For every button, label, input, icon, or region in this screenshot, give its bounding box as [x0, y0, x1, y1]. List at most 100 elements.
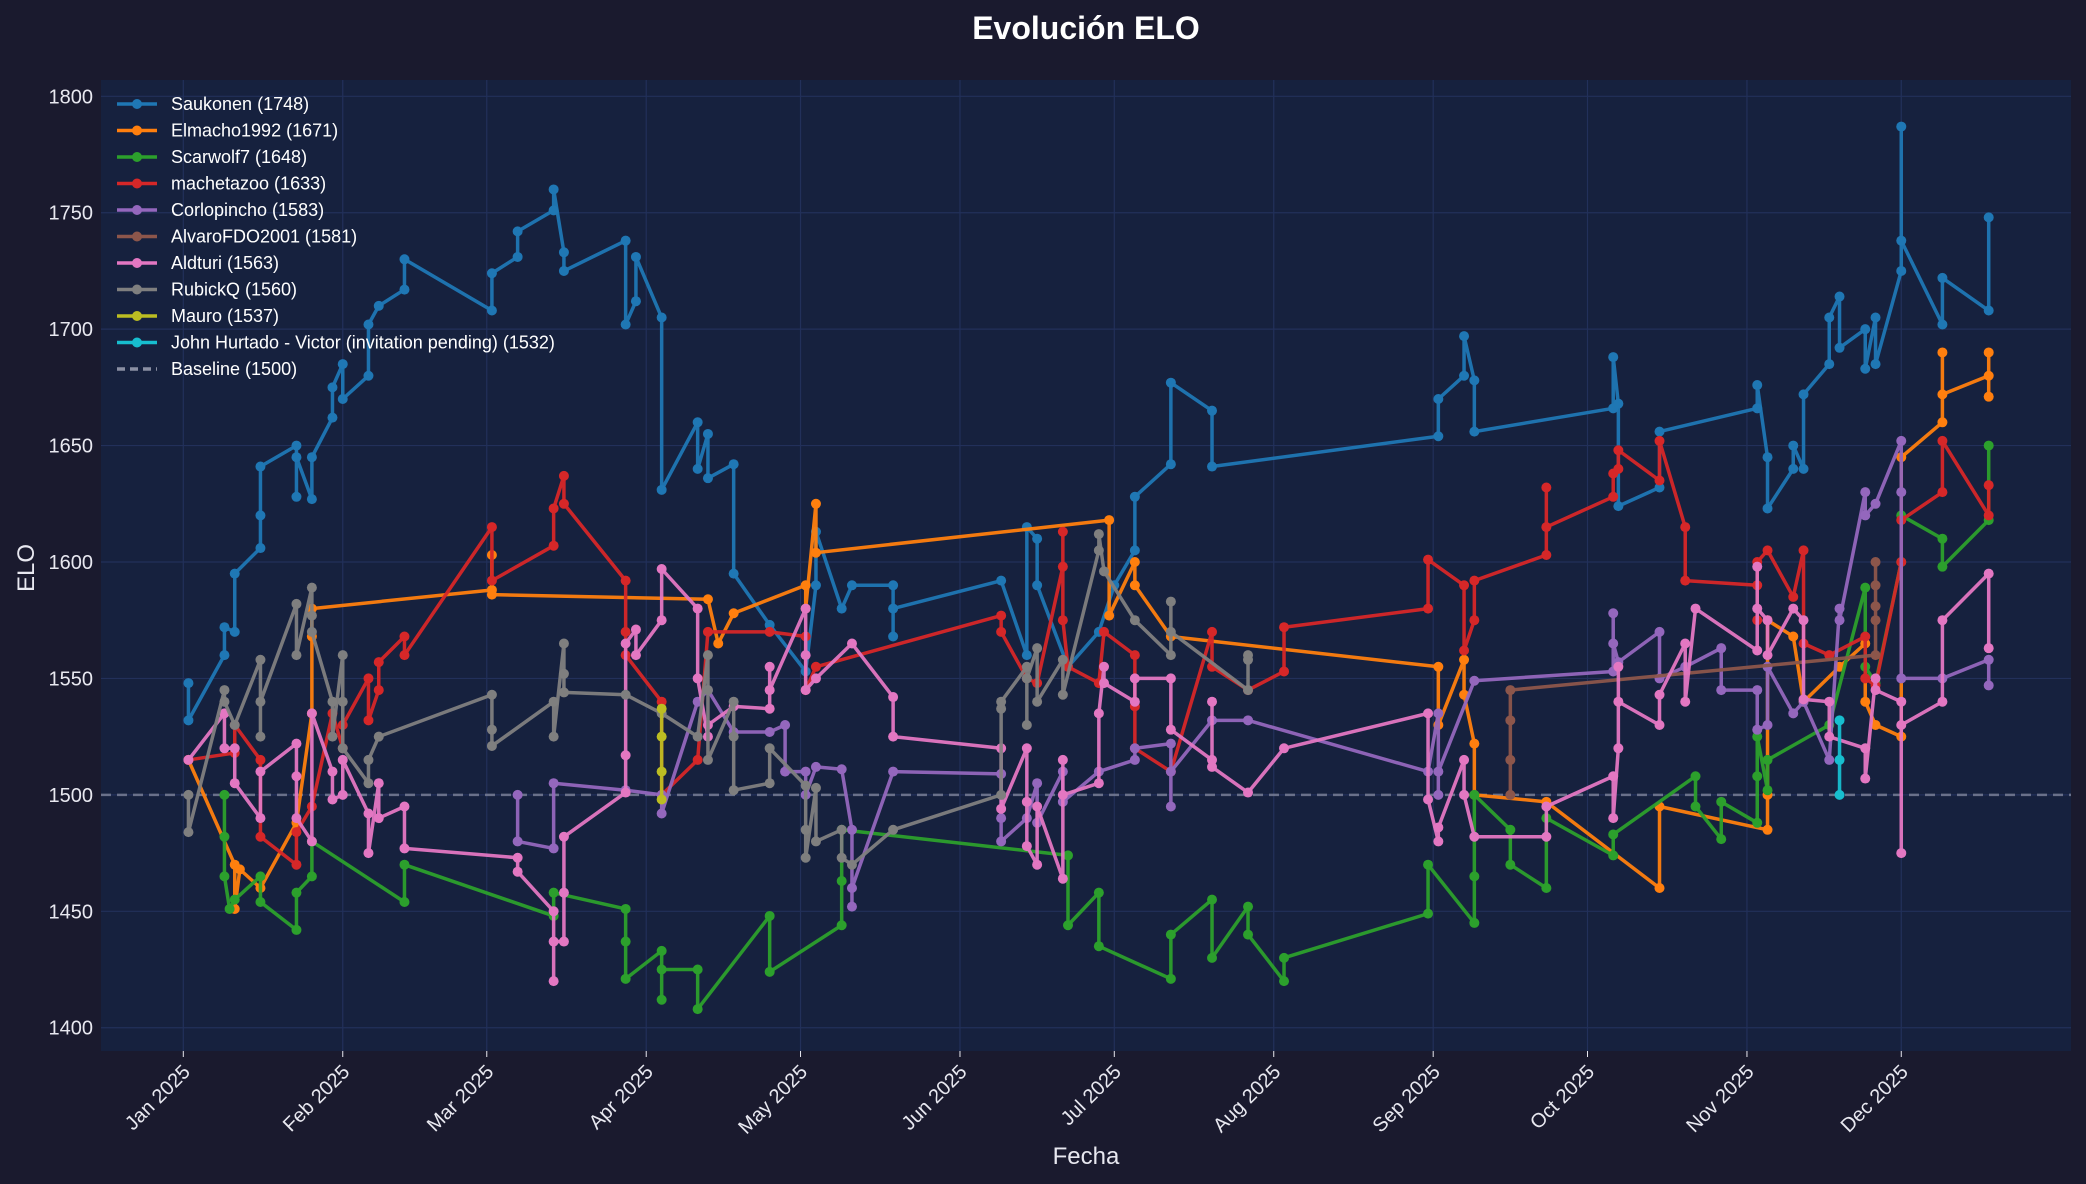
data-point: [486, 575, 497, 586]
data-point: [1654, 720, 1665, 731]
data-point: [558, 470, 569, 481]
data-point: [1129, 754, 1140, 765]
data-point: [1937, 272, 1948, 283]
data-point: [1798, 694, 1809, 705]
data-point: [219, 650, 230, 661]
data-point: [1165, 738, 1176, 749]
data-point: [558, 831, 569, 842]
data-point: [291, 491, 302, 502]
data-point: [558, 638, 569, 649]
data-point: [1937, 696, 1948, 707]
data-point: [764, 910, 775, 921]
data-point: [656, 945, 667, 956]
data-point: [1505, 789, 1516, 800]
data-point: [1099, 678, 1110, 689]
data-point: [363, 848, 374, 859]
data-point: [1937, 347, 1948, 358]
y-axis-ticks: 1400 1450 1500 1550 1600 1650 1700 1750 1800: [49, 86, 94, 1039]
y-tick-label: 1500: [49, 785, 94, 807]
data-point: [1207, 696, 1218, 707]
data-point: [1752, 817, 1763, 828]
legend-marker: [132, 311, 142, 321]
data-point: [1423, 908, 1434, 919]
data-point: [373, 778, 384, 789]
data-point: [363, 715, 374, 726]
data-point: [1469, 575, 1480, 586]
data-point: [337, 789, 348, 800]
data-point: [1165, 377, 1176, 388]
data-point: [363, 319, 374, 330]
data-point: [810, 782, 821, 793]
data-point: [620, 689, 631, 700]
data-point: [1937, 487, 1948, 498]
data-point: [996, 703, 1007, 714]
data-point: [512, 789, 523, 800]
data-point: [1243, 901, 1254, 912]
data-point: [1860, 324, 1871, 335]
data-point: [291, 738, 302, 749]
data-point: [996, 626, 1007, 637]
data-point: [692, 754, 703, 765]
data-point: [1093, 529, 1104, 540]
data-point: [1716, 834, 1727, 845]
data-point: [1824, 754, 1835, 765]
data-point: [219, 831, 230, 842]
data-point: [1099, 566, 1110, 577]
data-point: [1983, 480, 1994, 491]
data-point: [1243, 715, 1254, 726]
data-point: [836, 824, 847, 835]
legend-label: Mauro (1537): [171, 306, 279, 326]
data-point: [1608, 771, 1619, 782]
data-point: [1433, 836, 1444, 847]
data-point: [1057, 754, 1068, 765]
data-point: [1021, 661, 1032, 672]
data-point: [1423, 794, 1434, 805]
y-axis-label: ELO: [13, 544, 40, 592]
data-point: [1752, 724, 1763, 735]
data-point: [1541, 831, 1552, 842]
data-point: [1032, 643, 1043, 654]
data-point: [728, 608, 739, 619]
data-point: [399, 859, 410, 870]
y-tick-label: 1650: [49, 436, 94, 458]
data-point: [656, 703, 667, 714]
data-point: [764, 778, 775, 789]
data-point: [1716, 796, 1727, 807]
legend-marker: [132, 99, 142, 109]
data-point: [656, 994, 667, 1005]
data-point: [363, 673, 374, 684]
data-point: [1165, 973, 1176, 984]
data-point: [327, 412, 338, 423]
data-point: [486, 522, 497, 533]
data-point: [1165, 766, 1176, 777]
data-point: [1423, 859, 1434, 870]
data-point: [1834, 789, 1845, 800]
data-point: [183, 715, 194, 726]
data-point: [327, 382, 338, 393]
data-point: [1104, 515, 1115, 526]
data-point: [1423, 708, 1434, 719]
data-point: [800, 685, 811, 696]
data-point: [558, 265, 569, 276]
data-point: [692, 1004, 703, 1015]
data-point: [1788, 631, 1799, 642]
data-point: [846, 901, 857, 912]
data-point: [1469, 871, 1480, 882]
data-point: [363, 754, 374, 765]
data-point: [399, 284, 410, 295]
data-point: [1459, 654, 1470, 665]
series-scarwolf7: [219, 440, 1994, 1015]
data-point: [486, 268, 497, 279]
series-aldturi: [183, 561, 1994, 987]
chart-title: Evolución ELO: [972, 10, 1200, 46]
legend-item: Elmacho1992 (1671): [117, 121, 338, 141]
data-point: [219, 871, 230, 882]
data-point: [255, 543, 266, 554]
data-point: [183, 827, 194, 838]
data-point: [620, 936, 631, 947]
data-point: [229, 894, 240, 905]
data-point: [1505, 824, 1516, 835]
data-point: [656, 484, 667, 495]
data-point: [1165, 650, 1176, 661]
